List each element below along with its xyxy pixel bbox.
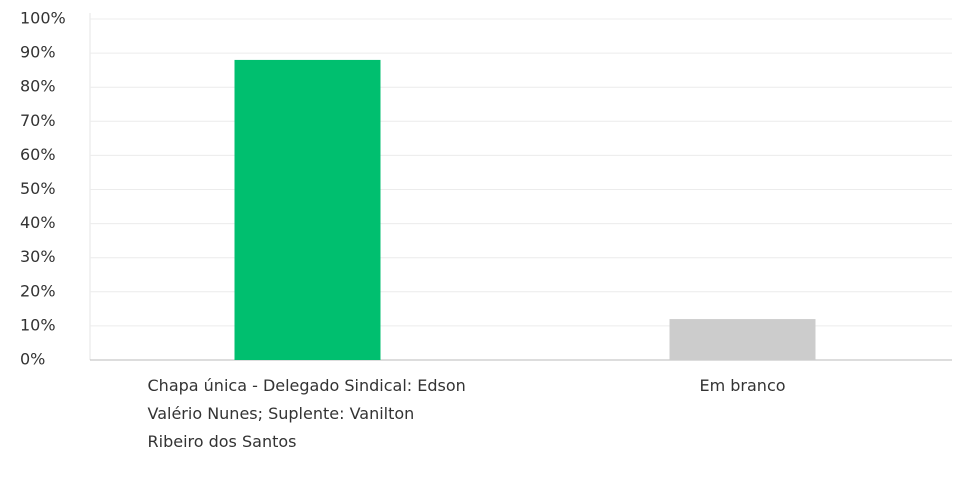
y-tick-label: 0% [20, 350, 45, 369]
x-tick-label: Chapa única - Delegado Sindical: Edson V… [147, 376, 466, 451]
y-tick-label: 30% [20, 247, 56, 266]
y-tick-label: 90% [20, 43, 56, 62]
y-tick-label: 50% [20, 179, 56, 198]
y-tick-label: 40% [20, 213, 56, 232]
bar [669, 319, 816, 360]
y-tick-label: 100% [20, 9, 66, 28]
bar [234, 59, 381, 361]
y-tick-label: 80% [20, 77, 56, 96]
y-tick-label: 20% [20, 281, 56, 300]
y-tick-label: 60% [20, 145, 56, 164]
x-tick-label: Em branco [699, 376, 786, 395]
y-tick-label: 10% [20, 315, 56, 334]
y-tick-label: 70% [20, 111, 56, 130]
